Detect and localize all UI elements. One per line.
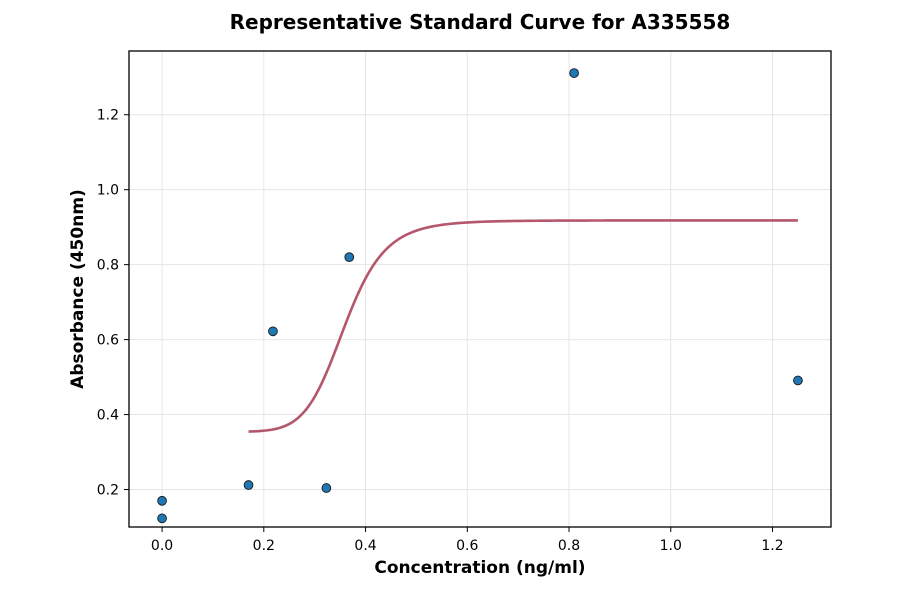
y-tick-label: 0.2 — [97, 483, 119, 499]
y-tick-label: 1.2 — [97, 108, 119, 124]
x-tick-label: 0.8 — [558, 538, 580, 554]
x-tick-label: 0.0 — [151, 538, 173, 554]
y-axis-label: Absorbance (450nm) — [68, 189, 88, 389]
x-axis-label: Concentration (ng/ml) — [374, 558, 585, 578]
x-tick-label: 1.0 — [660, 538, 682, 554]
data-point — [793, 375, 803, 386]
data-point — [157, 495, 167, 506]
plot-frame — [128, 50, 832, 528]
y-tick-label: 0.4 — [97, 408, 119, 424]
data-points — [157, 68, 803, 524]
data-point — [321, 483, 332, 493]
chart-title: Representative Standard Curve for A33555… — [230, 10, 731, 34]
data-point — [344, 252, 355, 262]
x-tick-label: 0.2 — [253, 538, 275, 554]
x-tick-label: 0.4 — [354, 538, 376, 554]
data-point — [157, 513, 167, 524]
y-axis: 0.2 0.4 0.6 0.8 1.0 1.2 — [97, 108, 129, 499]
grid — [129, 51, 831, 527]
data-point — [268, 326, 278, 337]
y-tick-label: 0.6 — [97, 333, 119, 349]
y-tick-label: 0.8 — [97, 258, 119, 274]
x-tick-label: 1.2 — [761, 538, 783, 554]
fit-curve — [248, 219, 798, 433]
x-axis: 0.0 0.2 0.4 0.6 0.8 1.0 1.2 — [151, 527, 784, 554]
x-tick-label: 0.6 — [456, 538, 478, 554]
data-point — [569, 68, 579, 78]
y-tick-label: 1.0 — [97, 183, 119, 199]
data-point — [243, 480, 254, 490]
